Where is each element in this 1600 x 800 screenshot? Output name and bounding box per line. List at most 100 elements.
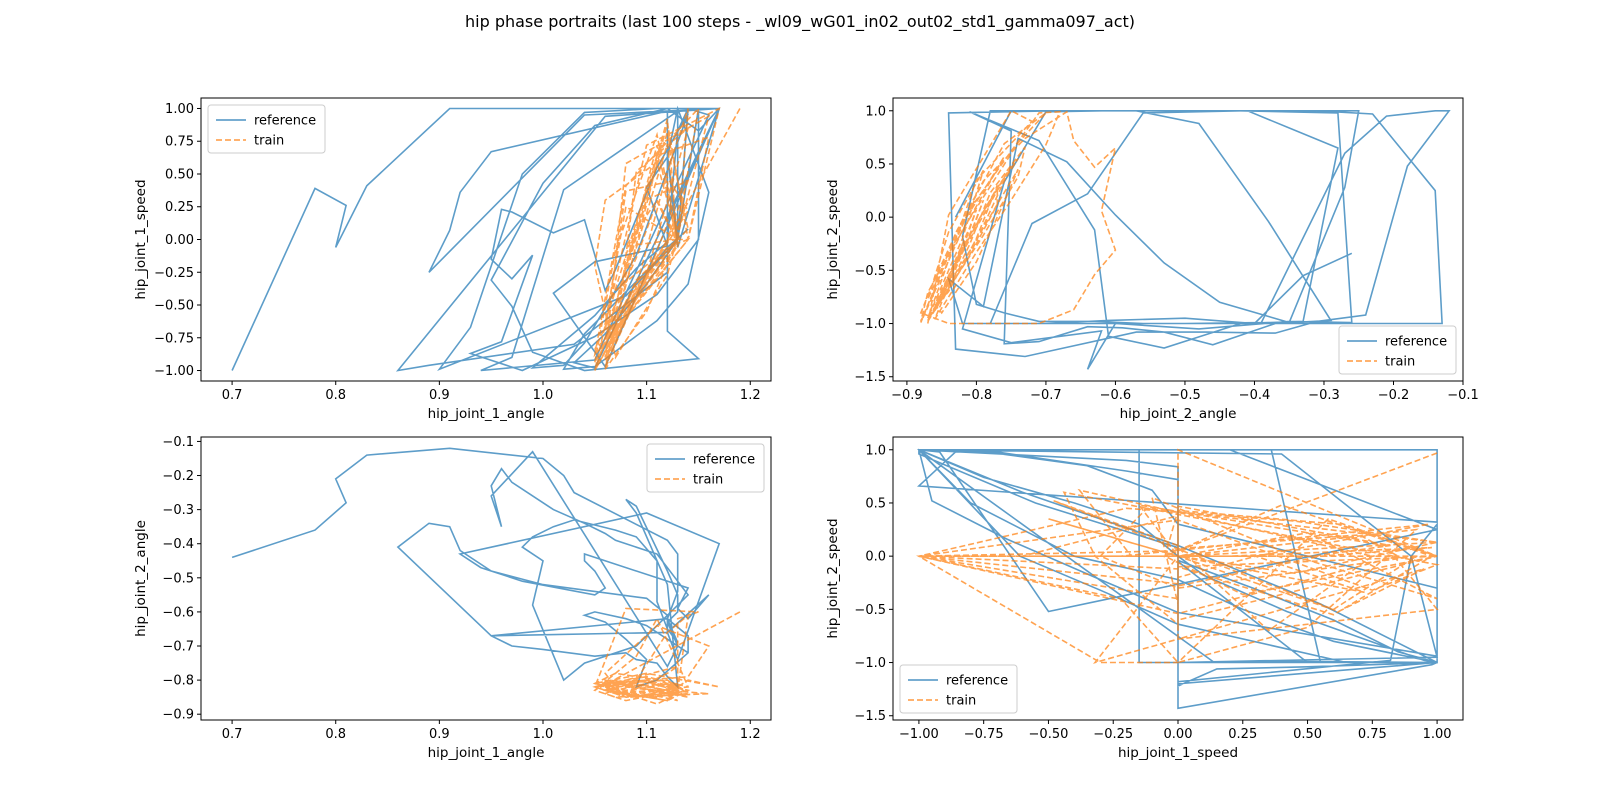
y-tick-label: 0.75 bbox=[165, 135, 194, 150]
x-tick-label: −0.75 bbox=[964, 727, 1004, 742]
y-tick-label: −1.00 bbox=[154, 364, 194, 379]
y-tick-label: −1.0 bbox=[854, 656, 886, 671]
x-tick-label: −0.8 bbox=[961, 388, 993, 403]
legend-label-train: train bbox=[693, 473, 723, 488]
x-tick-label: 1.0 bbox=[533, 388, 554, 403]
x-tick-label: −0.4 bbox=[1239, 388, 1271, 403]
series-line-train bbox=[919, 109, 1117, 325]
y-tick-label: 0.5 bbox=[865, 157, 886, 172]
x-tick-label: −0.6 bbox=[1100, 388, 1132, 403]
x-tick-label: 1.1 bbox=[636, 388, 657, 403]
x-axis-label: hip_joint_1_angle bbox=[428, 745, 545, 761]
legend-box bbox=[1338, 325, 1457, 375]
legend: reference train bbox=[1338, 325, 1457, 375]
x-tick-label: 1.0 bbox=[533, 727, 554, 742]
y-tick-label: −0.6 bbox=[162, 605, 194, 620]
y-tick-label: 0.0 bbox=[865, 550, 886, 565]
y-tick-label: −0.7 bbox=[162, 640, 194, 655]
y-tick-label: −0.50 bbox=[154, 299, 194, 314]
y-tick-label: 0.25 bbox=[165, 200, 194, 215]
subplot-4: −1.00 −0.75 −0.50 −0.25 0.00 0.25 0.50 0.75 1.00… bbox=[825, 436, 1464, 761]
x-tick-label: 0.7 bbox=[222, 388, 243, 403]
series-line-train bbox=[916, 448, 1440, 664]
series-line-reference bbox=[947, 110, 1451, 370]
series-line-reference bbox=[917, 448, 1439, 710]
subplot-3: 0.7 0.8 0.9 1.0 1.1 1.2 −0.9 −0.8 −0.7 −0.6 −0.5 −0… bbox=[133, 435, 772, 761]
x-tick-label: 0.00 bbox=[1164, 727, 1193, 742]
y-tick-label: 0.50 bbox=[165, 167, 194, 182]
y-axis-label: hip_joint_2_angle bbox=[133, 520, 149, 637]
y-tick-label: −1.5 bbox=[854, 370, 886, 385]
subplot-grid: 0.7 0.8 0.9 1.0 1.1 1.2 −1.00 −0.75 −0.50 −0.25 0.… bbox=[133, 97, 1479, 761]
legend-label-reference: reference bbox=[693, 453, 755, 468]
figure-title: hip phase portraits (last 100 steps - _w… bbox=[465, 12, 1135, 32]
series-line-reference bbox=[231, 447, 721, 690]
y-tick-label: −0.4 bbox=[162, 537, 194, 552]
x-tick-label: 0.8 bbox=[325, 388, 346, 403]
x-tick-label: −1.00 bbox=[899, 727, 939, 742]
x-tick-label: −0.3 bbox=[1308, 388, 1340, 403]
legend: reference train bbox=[899, 664, 1018, 714]
x-tick-label: 0.25 bbox=[1228, 727, 1257, 742]
y-tick-label: −1.5 bbox=[854, 709, 886, 724]
series-line-train bbox=[593, 106, 741, 371]
x-tick-label: 0.9 bbox=[429, 388, 450, 403]
x-tick-label: 0.7 bbox=[222, 727, 243, 742]
x-tick-label: −0.7 bbox=[1030, 388, 1062, 403]
x-tick-label: 1.2 bbox=[740, 388, 761, 403]
legend: reference train bbox=[646, 443, 765, 493]
x-tick-label: −0.2 bbox=[1378, 388, 1410, 403]
legend-box bbox=[899, 664, 1018, 714]
y-axis-label: hip_joint_2_speed bbox=[825, 179, 841, 299]
y-tick-label: −0.5 bbox=[854, 264, 886, 279]
legend: reference train bbox=[207, 104, 326, 154]
y-tick-label: −0.75 bbox=[154, 331, 194, 346]
x-tick-label: 0.8 bbox=[325, 727, 346, 742]
y-axis-label: hip_joint_2_speed bbox=[825, 518, 841, 638]
y-tick-label: −0.25 bbox=[154, 266, 194, 281]
subplot-1: 0.7 0.8 0.9 1.0 1.1 1.2 −1.00 −0.75 −0.50 −0.25 0.… bbox=[133, 97, 772, 422]
y-axis-label: hip_joint_1_speed bbox=[133, 179, 149, 299]
series-line-train bbox=[592, 607, 741, 705]
legend-label-reference: reference bbox=[254, 114, 316, 129]
legend-label-reference: reference bbox=[1385, 335, 1447, 350]
y-tick-label: 0.5 bbox=[865, 496, 886, 511]
x-tick-label: −0.1 bbox=[1447, 388, 1479, 403]
x-tick-label: 0.50 bbox=[1293, 727, 1322, 742]
y-tick-label: −0.8 bbox=[162, 674, 194, 689]
legend-box bbox=[646, 443, 765, 493]
legend-label-train: train bbox=[254, 134, 284, 149]
y-tick-label: 1.0 bbox=[865, 104, 886, 119]
y-tick-label: −0.5 bbox=[854, 603, 886, 618]
y-tick-label: −1.0 bbox=[854, 317, 886, 332]
x-tick-label: −0.50 bbox=[1029, 727, 1069, 742]
y-tick-label: −0.3 bbox=[162, 503, 194, 518]
legend-box bbox=[207, 104, 326, 154]
x-axis-label: hip_joint_2_angle bbox=[1120, 406, 1237, 422]
y-tick-label: 1.0 bbox=[865, 443, 886, 458]
axes-frame bbox=[892, 97, 1464, 382]
x-tick-label: −0.5 bbox=[1169, 388, 1201, 403]
y-tick-label: −0.1 bbox=[162, 435, 194, 450]
y-tick-label: −0.5 bbox=[162, 571, 194, 586]
y-tick-label: 0.0 bbox=[865, 211, 886, 226]
x-tick-label: 1.1 bbox=[636, 727, 657, 742]
x-tick-label: 0.75 bbox=[1358, 727, 1387, 742]
legend-label-reference: reference bbox=[946, 674, 1008, 689]
subplot-2: −0.9 −0.8 −0.7 −0.6 −0.5 −0.4 −0.3 −0.2 −0.1 −1.5… bbox=[825, 97, 1479, 422]
y-tick-label: −0.9 bbox=[162, 708, 194, 723]
y-tick-label: 1.00 bbox=[165, 102, 194, 117]
x-tick-label: 1.2 bbox=[740, 727, 761, 742]
axes-frame bbox=[200, 436, 772, 721]
x-tick-label: 0.9 bbox=[429, 727, 450, 742]
x-tick-label: 1.00 bbox=[1423, 727, 1452, 742]
y-tick-label: 0.00 bbox=[165, 233, 194, 248]
y-tick-label: −0.2 bbox=[162, 469, 194, 484]
legend-label-train: train bbox=[1385, 355, 1415, 370]
x-tick-label: −0.25 bbox=[1093, 727, 1133, 742]
x-axis-label: hip_joint_1_angle bbox=[428, 406, 545, 422]
legend-label-train: train bbox=[946, 694, 976, 709]
x-axis-label: hip_joint_1_speed bbox=[1118, 745, 1238, 761]
x-tick-label: −0.9 bbox=[891, 388, 923, 403]
